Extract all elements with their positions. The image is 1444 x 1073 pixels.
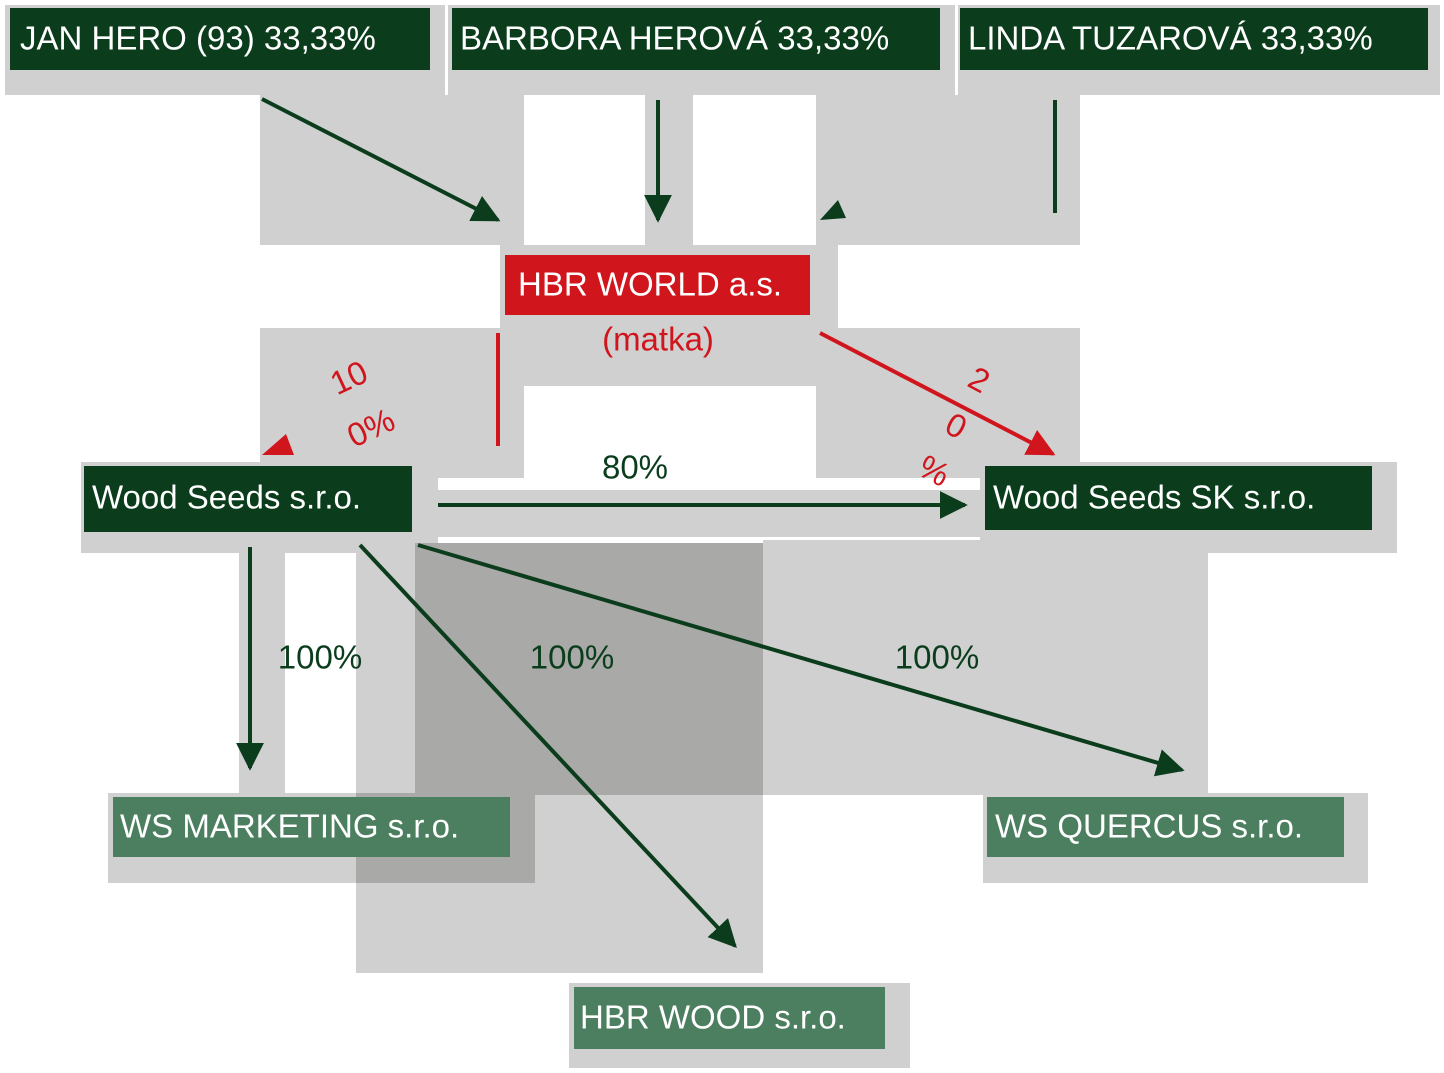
- node-label: Wood Seeds s.r.o.: [92, 479, 361, 516]
- node-label: BARBORA HEROVÁ 33,33%: [460, 20, 889, 57]
- node-sublabel: (matka): [602, 321, 714, 358]
- edge-label: 100%: [278, 639, 362, 676]
- edge-label: 80%: [602, 449, 668, 486]
- node-label: LINDA TUZAROVÁ 33,33%: [968, 20, 1373, 57]
- edge-label: 100%: [530, 639, 614, 676]
- node-label: WS MARKETING s.r.o.: [120, 808, 459, 845]
- arrows: [236, 97, 1185, 949]
- edge-label: 100%: [895, 639, 979, 676]
- node-label: WS QUERCUS s.r.o.: [995, 808, 1303, 845]
- node-label: Wood Seeds SK s.r.o.: [993, 479, 1315, 516]
- backgrounds: [5, 5, 1440, 1068]
- boxes: [10, 8, 1428, 1049]
- node-label: HBR WORLD a.s.: [518, 266, 782, 303]
- node-label: HBR WOOD s.r.o.: [580, 999, 846, 1036]
- node-label: JAN HERO (93) 33,33%: [20, 20, 376, 57]
